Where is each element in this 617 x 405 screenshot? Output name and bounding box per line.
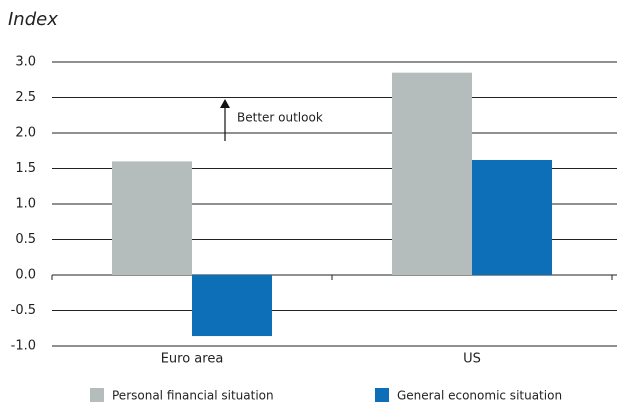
legend-label: General economic situation	[397, 389, 562, 403]
bar	[392, 72, 472, 276]
bar	[472, 159, 552, 275]
y-tick-label: 0.5	[15, 232, 36, 247]
annotation: Better outlook	[237, 111, 323, 125]
y-axis-label: Index	[8, 9, 58, 30]
y-tick-label: -1.0	[11, 339, 36, 354]
bar	[112, 161, 192, 275]
y-tick-label: 2.0	[15, 126, 36, 141]
x-tick-label: US	[463, 352, 481, 367]
y-tick-label: 1.5	[15, 161, 36, 176]
legend-swatch	[375, 388, 389, 402]
legend-label: Personal financial situation	[112, 389, 274, 403]
annotation-arrowhead	[220, 99, 230, 108]
legend-swatch	[90, 388, 104, 402]
y-tick-label: -0.5	[11, 303, 36, 318]
bar	[192, 275, 272, 337]
y-tick-label: 1.0	[15, 197, 36, 212]
y-tick-label: 2.5	[15, 90, 36, 105]
x-tick-label: Euro area	[161, 352, 224, 367]
y-tick-label: 3.0	[15, 55, 36, 70]
y-tick-label: 0.0	[15, 268, 36, 283]
